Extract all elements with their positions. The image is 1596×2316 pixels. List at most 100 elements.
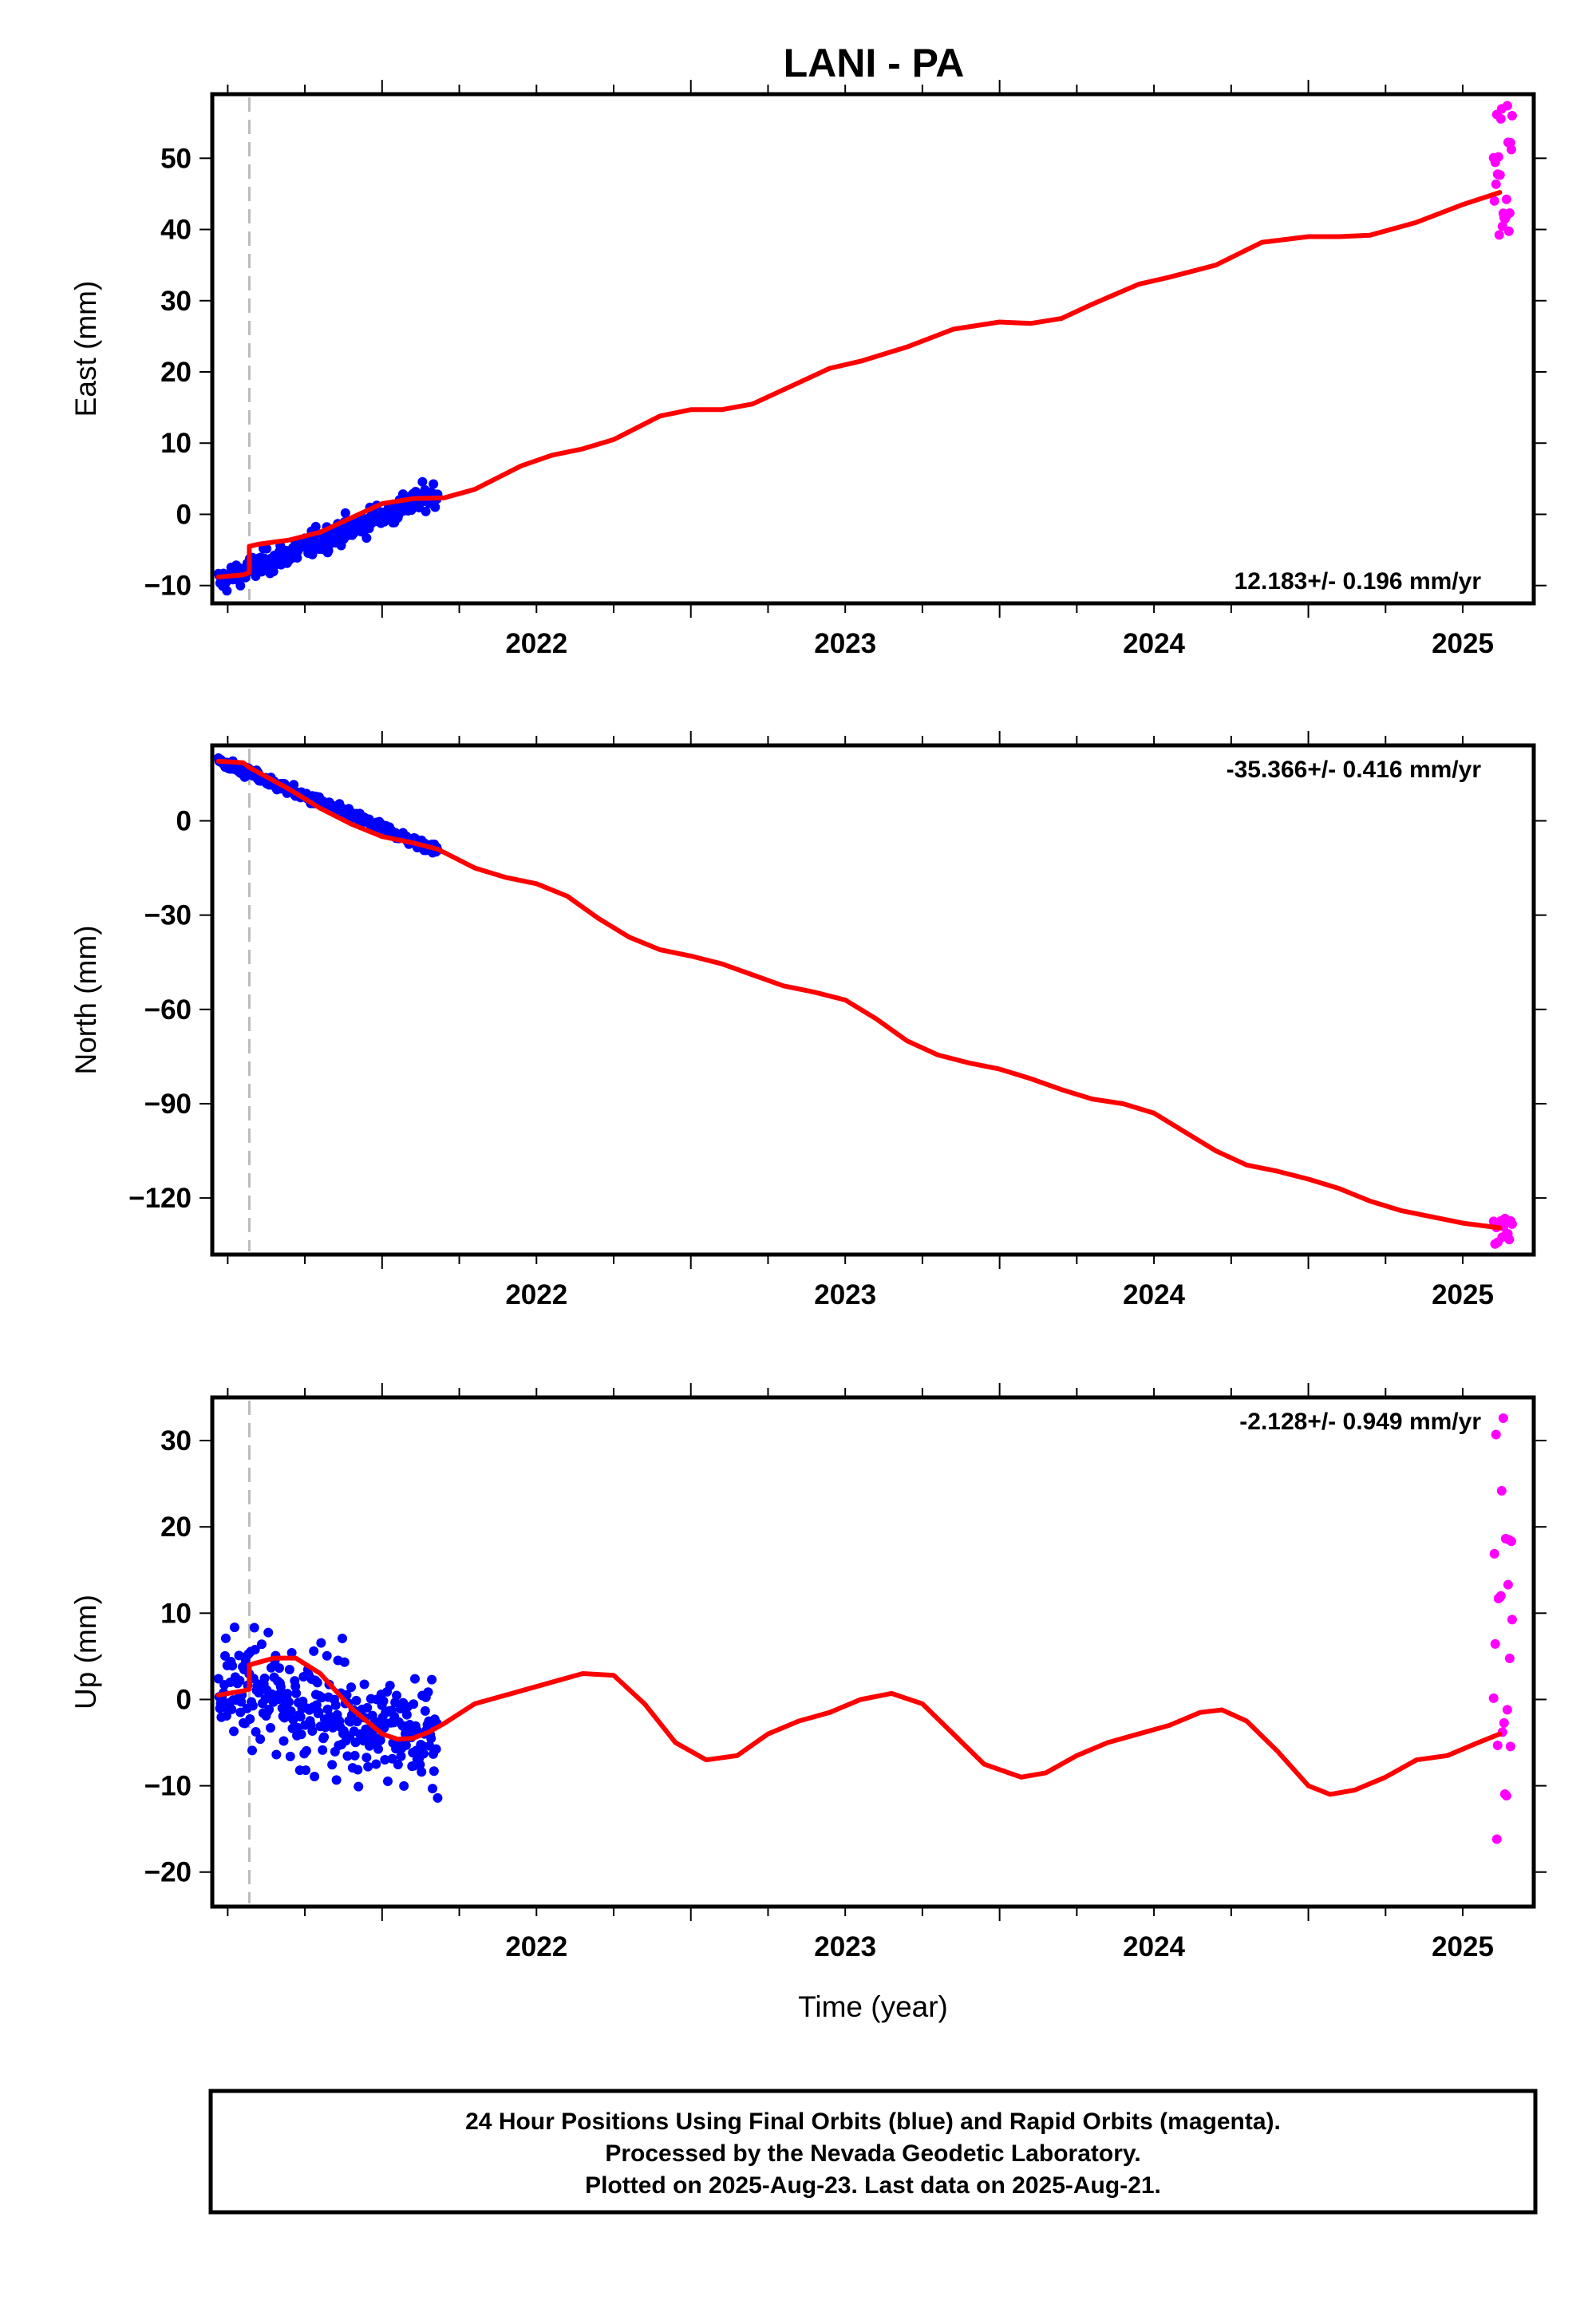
footer-line-2: Processed by the Nevada Geodetic Laborat… [605, 2140, 1140, 2167]
series-group [213, 753, 1517, 1249]
blue-data-point [361, 1753, 372, 1763]
magenta-data-point [1507, 111, 1517, 121]
magenta-data-point [1499, 1717, 1509, 1728]
magenta-data-point [1495, 113, 1506, 124]
series-group [213, 1413, 1517, 1844]
footer-line-1: 24 Hour Positions Using Final Orbits (bl… [465, 2109, 1281, 2135]
x-tick-label: 2025 [1432, 1931, 1494, 1962]
blue-data-point [401, 1709, 412, 1720]
blue-data-point [218, 1697, 228, 1708]
y-tick-label: −30 [144, 900, 192, 931]
y-tick-label: 10 [160, 428, 192, 459]
x-tick-label: 2023 [814, 1931, 876, 1962]
x-tick-label: 2024 [1123, 1279, 1185, 1310]
blue-data-point [426, 1733, 437, 1744]
blue-data-point [428, 1784, 438, 1794]
blue-data-point [361, 533, 372, 543]
blue-data-point [354, 1781, 364, 1792]
model-fit-line [215, 758, 1503, 1231]
blue-data-point [351, 1695, 361, 1705]
magenta-data-point [1504, 1235, 1515, 1245]
blue-data-point [350, 1750, 360, 1761]
blue-data-point [382, 1777, 393, 1787]
x-tick-label: 2023 [814, 1279, 876, 1310]
magenta-data-point [1495, 170, 1505, 180]
magenta-data-point [1506, 144, 1516, 155]
magenta-data-point [1503, 226, 1514, 236]
blue-data-point [289, 780, 299, 790]
x-tick-label: 2022 [505, 1931, 567, 1962]
blue-data-point [393, 1760, 403, 1770]
velocity-label: -2.128+/- 0.949 mm/yr [1239, 1409, 1481, 1435]
blue-data-point [418, 1749, 429, 1759]
y-tick-label: 20 [160, 357, 192, 388]
blue-data-point [310, 1771, 320, 1781]
blue-data-point [415, 1760, 425, 1770]
blue-data-point [353, 1765, 363, 1775]
blue-data-point [301, 1745, 311, 1756]
blue-data-point [250, 1644, 260, 1654]
blue-data-point [291, 1688, 302, 1698]
blue-data-point [262, 543, 272, 554]
chart-title: LANI - PA [784, 41, 965, 85]
x-tick-label: 2024 [1123, 1931, 1185, 1962]
blue-data-point [295, 1712, 306, 1722]
blue-data-point [346, 1682, 357, 1693]
blue-data-point [301, 1765, 311, 1776]
blue-data-point [378, 1696, 389, 1706]
blue-data-point [263, 1627, 274, 1638]
panel-east: 2022 2023 2024 2025 −10 0 10 20 30 40 50 East (mm) 1… [69, 80, 1547, 659]
blue-data-point [265, 1722, 275, 1733]
magenta-data-point [1505, 1741, 1515, 1752]
footer-line-3: Plotted on 2025-Aug-23. Last data on 202… [585, 2172, 1161, 2199]
blue-data-point [339, 1657, 350, 1667]
blue-data-point [322, 1650, 332, 1661]
blue-data-point [286, 1706, 296, 1717]
blue-data-point [279, 1736, 289, 1746]
blue-data-point [331, 1775, 342, 1785]
blue-data-point [259, 1673, 270, 1683]
blue-data-point [247, 1745, 258, 1756]
blue-data-point [371, 1759, 381, 1769]
x-tick-label: 2022 [505, 628, 567, 659]
blue-data-point [319, 1732, 330, 1742]
x-tick-label: 2025 [1432, 628, 1494, 659]
blue-data-point [417, 1767, 427, 1777]
x-tick-label: 2022 [505, 1279, 567, 1310]
y-tick-label: 20 [160, 1512, 192, 1543]
blue-data-point [227, 1661, 238, 1671]
y-tick-label: −90 [144, 1089, 192, 1120]
y-tick-label: 0 [176, 1684, 192, 1715]
magenta-data-point [1490, 1638, 1500, 1649]
x-tick-label: 2024 [1123, 628, 1185, 659]
series-group [213, 101, 1517, 596]
blue-data-point [385, 1680, 395, 1690]
model-fit-line [215, 190, 1503, 579]
blue-data-point [430, 502, 440, 512]
y-tick-label: −10 [144, 571, 192, 602]
blue-data-point [251, 1726, 261, 1737]
y-tick-label: −60 [144, 994, 192, 1026]
blue-data-point [380, 1755, 390, 1765]
magenta-data-point [1488, 1693, 1499, 1703]
magenta-data-point [1491, 179, 1501, 189]
blue-data-point [296, 1729, 306, 1740]
blue-data-point [363, 1761, 373, 1772]
panels: 2022 2023 2024 2025 −10 0 10 20 30 40 50 East (mm) 1… [69, 80, 1547, 2023]
x-tick-label: 2025 [1432, 1279, 1494, 1310]
velocity-label: -35.366+/- 0.416 mm/yr [1227, 757, 1482, 783]
blue-data-point [247, 1701, 258, 1711]
y-tick-label: 0 [176, 806, 192, 837]
y-axis-label: North (mm) [69, 925, 102, 1074]
blue-data-point [290, 1682, 301, 1692]
blue-data-point [312, 1678, 322, 1688]
plot-frame [210, 1395, 1536, 1909]
blue-data-point [271, 1749, 282, 1760]
blue-data-point [309, 1646, 319, 1656]
magenta-data-point [1507, 1219, 1517, 1229]
blue-data-point [327, 1760, 338, 1770]
blue-data-point [342, 1751, 353, 1761]
magenta-data-point [1502, 101, 1512, 111]
blue-data-point [423, 1687, 433, 1697]
blue-data-point [316, 1638, 326, 1648]
